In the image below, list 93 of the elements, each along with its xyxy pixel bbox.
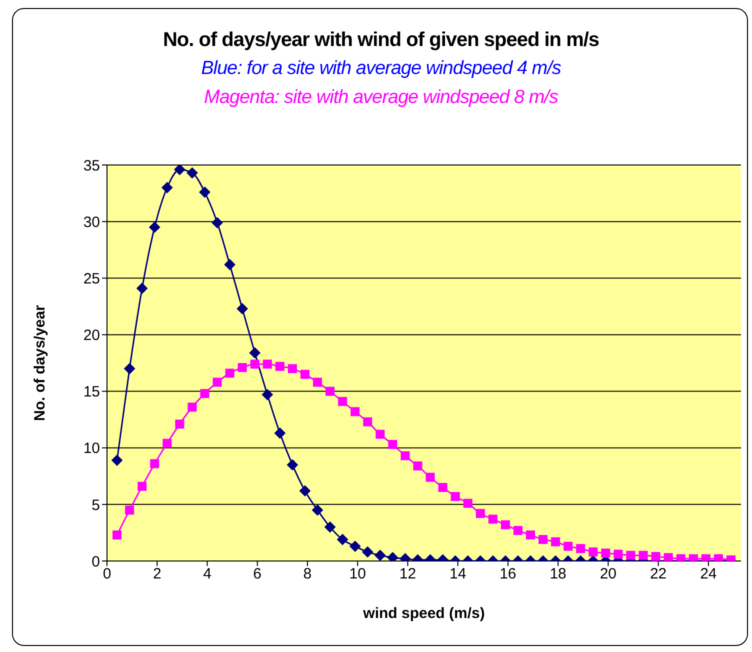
point bbox=[212, 378, 222, 387]
point bbox=[138, 482, 147, 491]
y-tick-label: 25 bbox=[83, 270, 100, 288]
point bbox=[200, 389, 210, 398]
point bbox=[162, 438, 172, 448]
y-tick-label: 0 bbox=[92, 553, 100, 570]
text: Magenta: site with average windspeed 8 m/s bbox=[203, 87, 559, 109]
chart-subtitle: Blue: for a site with average windspeed 4 m/s bbox=[200, 58, 562, 80]
y-axis-title: No. of days/year bbox=[31, 304, 48, 421]
point bbox=[350, 407, 360, 416]
point bbox=[312, 504, 323, 516]
x-axis-title: wind speed (m/s) bbox=[362, 605, 485, 622]
point bbox=[262, 360, 272, 369]
point bbox=[275, 362, 284, 371]
x-tick-label: 22 bbox=[650, 566, 667, 583]
x-tick-label: 10 bbox=[349, 566, 366, 583]
point bbox=[249, 347, 260, 358]
point bbox=[112, 454, 123, 466]
point bbox=[450, 492, 460, 502]
point bbox=[426, 472, 435, 482]
x-tick-label: 20 bbox=[600, 566, 617, 583]
point bbox=[626, 550, 636, 560]
point bbox=[601, 548, 610, 558]
point bbox=[387, 552, 398, 561]
point bbox=[350, 540, 361, 552]
point bbox=[438, 482, 448, 492]
point bbox=[236, 303, 248, 314]
x-tick-label: 8 bbox=[303, 566, 312, 583]
point bbox=[513, 526, 522, 535]
point bbox=[136, 282, 148, 294]
point bbox=[224, 259, 236, 270]
point bbox=[500, 520, 510, 530]
y-tick-label: 30 bbox=[83, 214, 100, 231]
point bbox=[212, 217, 223, 228]
point bbox=[174, 165, 186, 176]
point bbox=[476, 508, 485, 518]
point bbox=[125, 506, 134, 515]
point bbox=[337, 534, 348, 546]
y-tick-label: 35 bbox=[83, 157, 100, 174]
point bbox=[149, 222, 160, 233]
point bbox=[413, 461, 422, 470]
x-tick-label: 18 bbox=[550, 566, 566, 583]
point bbox=[150, 459, 160, 468]
point bbox=[651, 552, 660, 561]
point bbox=[175, 420, 184, 429]
point bbox=[238, 363, 247, 372]
point bbox=[374, 550, 386, 561]
point bbox=[376, 430, 385, 439]
point bbox=[300, 370, 310, 379]
point bbox=[388, 440, 398, 449]
y-tick-label: 10 bbox=[83, 440, 100, 458]
y-tick-label: 5 bbox=[92, 496, 100, 514]
x-tick-label: 14 bbox=[449, 566, 466, 583]
point bbox=[463, 498, 472, 508]
point bbox=[186, 167, 198, 178]
point bbox=[400, 451, 410, 460]
point bbox=[188, 402, 197, 412]
point bbox=[250, 360, 260, 369]
point bbox=[551, 537, 560, 546]
point bbox=[538, 535, 548, 544]
point bbox=[638, 550, 648, 560]
x-tick-label: 12 bbox=[399, 566, 416, 583]
point bbox=[225, 368, 234, 378]
x-tick-label: 16 bbox=[500, 566, 516, 583]
x-tick-label: 0 bbox=[102, 566, 112, 583]
point bbox=[262, 389, 273, 400]
point bbox=[324, 522, 336, 533]
y-tick-label: 20 bbox=[83, 327, 100, 344]
x-tick-label: 2 bbox=[152, 566, 162, 583]
x-tick-label: 4 bbox=[203, 566, 212, 583]
point bbox=[274, 428, 286, 439]
x-tick-label: 24 bbox=[700, 566, 717, 583]
point bbox=[588, 547, 598, 556]
point bbox=[338, 396, 348, 406]
x-tick-label: 6 bbox=[253, 566, 262, 583]
point bbox=[363, 417, 372, 426]
chart-title: No. of days/year with wind of given speed in m/s bbox=[162, 29, 600, 52]
point bbox=[362, 546, 374, 558]
point bbox=[564, 542, 573, 551]
point bbox=[488, 514, 498, 524]
point bbox=[313, 378, 322, 387]
point bbox=[326, 386, 335, 396]
point bbox=[199, 186, 210, 198]
point bbox=[526, 530, 535, 540]
point bbox=[288, 364, 297, 374]
y-tick-label: 15 bbox=[83, 384, 100, 401]
point bbox=[286, 459, 298, 470]
point bbox=[112, 530, 122, 540]
point bbox=[576, 544, 586, 554]
point bbox=[124, 363, 136, 374]
point bbox=[162, 182, 173, 194]
point bbox=[614, 550, 623, 559]
point bbox=[299, 485, 310, 496]
